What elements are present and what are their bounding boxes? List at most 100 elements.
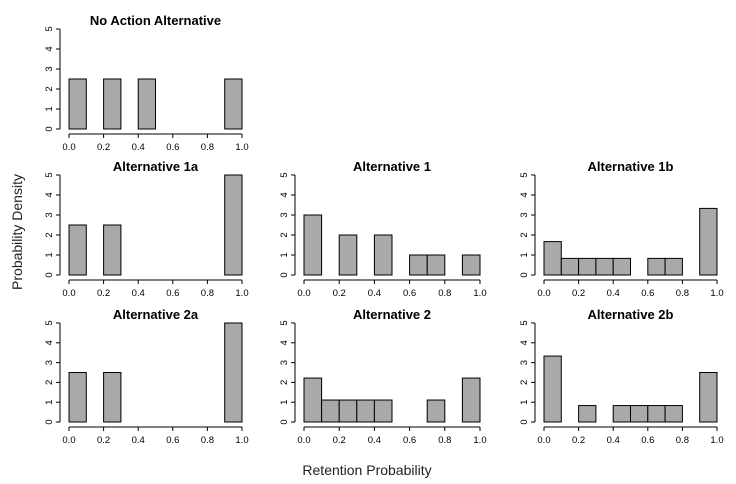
- y-tick-label: 0: [44, 419, 55, 424]
- histogram-bar: [578, 405, 597, 423]
- y-tick-label: 5: [519, 172, 530, 177]
- y-tick-label: 1: [44, 106, 55, 111]
- x-tick-label: 0.4: [132, 142, 145, 153]
- x-tick-label: 0.6: [166, 142, 179, 153]
- y-tick-label: 4: [279, 340, 290, 345]
- histogram-bar: [224, 174, 243, 276]
- histogram-bar: [103, 224, 122, 276]
- x-tick-label: 0.0: [537, 288, 550, 299]
- x-tick-label: 0.8: [438, 288, 451, 299]
- panel: Alternative 2 0.0 0.2 0.4 0.6 0.8 1.0 0 1 2 3 4 5: [279, 307, 487, 446]
- x-tick-label: 0.8: [676, 288, 689, 299]
- histogram-bar: [699, 207, 718, 276]
- histogram-bar: [699, 372, 718, 423]
- panel: No Action Alternative 0.0 0.2 0.4 0.6 0.8 1.0 0…: [44, 13, 249, 153]
- y-tick-label: 5: [44, 172, 55, 177]
- y-tick-label: 2: [44, 232, 55, 237]
- histogram-bar: [647, 257, 666, 276]
- x-tick-label: 0.8: [201, 435, 214, 446]
- y-tick-label: 5: [279, 320, 290, 325]
- panel-title: Alternative 1a: [113, 159, 199, 174]
- histogram-bar: [224, 78, 243, 130]
- histogram-bar: [543, 355, 562, 423]
- panel-title: Alternative 1b: [588, 159, 674, 174]
- x-tick-label: 0.2: [572, 435, 585, 446]
- histogram-bar: [426, 254, 446, 276]
- histogram-bar: [612, 257, 632, 276]
- panel: Alternative 1b 0.0 0.2 0.4 0.6 0.8 1.0 0 1 2 3 4 5: [519, 159, 724, 299]
- y-tick-label: 1: [279, 252, 290, 257]
- histogram-bar: [543, 241, 562, 276]
- histogram-bar: [303, 377, 323, 423]
- histogram-bar: [356, 399, 375, 423]
- y-tick-label: 1: [279, 400, 290, 405]
- histogram-bar: [560, 257, 580, 276]
- histogram-bar: [303, 214, 323, 276]
- y-tick-label: 0: [519, 419, 530, 424]
- y-tick-label: 0: [44, 272, 55, 277]
- y-tick-label: 2: [519, 380, 530, 385]
- x-tick-label: 0.4: [368, 288, 381, 299]
- histogram-bar: [68, 372, 87, 423]
- histogram-bar: [338, 399, 358, 423]
- y-tick-label: 3: [44, 66, 55, 71]
- y-tick-label: 4: [44, 340, 55, 345]
- y-tick-label: 4: [519, 192, 530, 197]
- x-tick-label: 0.8: [201, 288, 214, 299]
- panel-title: Alternative 2: [353, 307, 431, 322]
- histogram-bar: [373, 234, 393, 276]
- x-tick-label: 0.4: [132, 288, 145, 299]
- x-tick-label: 0.2: [97, 288, 110, 299]
- x-tick-label: 0.8: [438, 435, 451, 446]
- x-tick-label: 0.6: [166, 288, 179, 299]
- histogram-bar: [338, 234, 358, 276]
- y-tick-label: 5: [279, 172, 290, 177]
- y-tick-label: 4: [44, 46, 55, 51]
- x-tick-label: 0.4: [607, 288, 620, 299]
- y-tick-label: 1: [44, 400, 55, 405]
- x-tick-label: 1.0: [710, 288, 723, 299]
- histogram-bar: [612, 405, 632, 423]
- x-tick-label: 0.6: [641, 288, 654, 299]
- histogram-bar: [630, 405, 649, 423]
- y-tick-label: 3: [279, 360, 290, 365]
- histogram-bar: [578, 257, 597, 276]
- y-tick-label: 4: [279, 192, 290, 197]
- y-tick-label: 0: [519, 272, 530, 277]
- y-tick-label: 2: [44, 380, 55, 385]
- x-tick-label: 1.0: [235, 142, 248, 153]
- x-tick-label: 0.2: [97, 435, 110, 446]
- x-tick-label: 0.2: [572, 288, 585, 299]
- x-tick-label: 1.0: [235, 435, 248, 446]
- x-tick-label: 0.6: [403, 435, 416, 446]
- y-tick-label: 5: [519, 320, 530, 325]
- y-tick-label: 2: [44, 86, 55, 91]
- x-tick-label: 0.2: [97, 142, 110, 153]
- x-tick-label: 1.0: [473, 288, 486, 299]
- y-tick-label: 3: [44, 212, 55, 217]
- y-tick-label: 2: [519, 232, 530, 237]
- histogram-bar: [68, 224, 87, 276]
- x-tick-label: 0.0: [62, 288, 75, 299]
- y-tick-label: 0: [279, 272, 290, 277]
- panel: Alternative 2b 0.0 0.2 0.4 0.6 0.8 1.0 0 1 2 3 4 5: [519, 307, 724, 446]
- x-tick-label: 0.4: [132, 435, 145, 446]
- x-tick-label: 0.0: [537, 435, 550, 446]
- y-tick-label: 0: [279, 419, 290, 424]
- panel: Alternative 2a 0.0 0.2 0.4 0.6 0.8 1.0 0 1 2 3 4 5: [44, 307, 249, 446]
- y-tick-label: 5: [44, 26, 55, 31]
- x-tick-label: 0.0: [62, 435, 75, 446]
- y-tick-label: 0: [44, 126, 55, 131]
- panel-title: Alternative 1: [353, 159, 431, 174]
- x-tick-label: 0.0: [297, 288, 310, 299]
- histogram-bar: [224, 322, 243, 423]
- histogram-bar: [68, 78, 87, 130]
- x-tick-label: 0.8: [676, 435, 689, 446]
- histogram-bar: [137, 78, 156, 130]
- figure-y-axis-label: Probability Density: [9, 174, 25, 290]
- histogram-bar: [461, 377, 481, 423]
- histogram-bar: [103, 372, 122, 423]
- y-tick-label: 2: [279, 380, 290, 385]
- panel-title: No Action Alternative: [90, 13, 221, 28]
